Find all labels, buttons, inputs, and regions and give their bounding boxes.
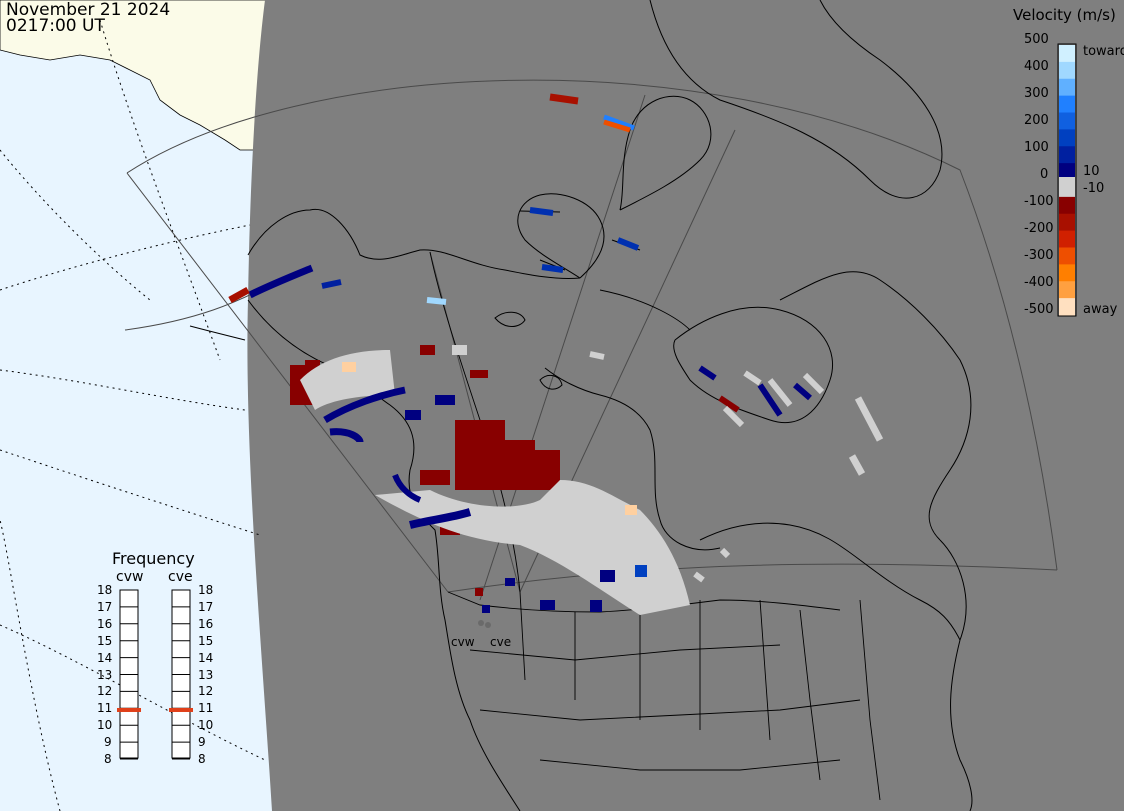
velocity-cells [228,93,884,615]
time-label: 0217:00 UT [6,16,105,36]
frequency-scale-label-left: 8 [104,752,112,766]
toward-label: toward [1083,44,1124,59]
frequency-scale-label-right: 16 [198,616,214,631]
cvw-freq-marker [117,707,141,712]
frequency-scale-label-right: 9 [198,735,206,750]
velocity-tick-label: -200 [1024,221,1054,236]
velocity-tick-label: -500 [1024,302,1054,317]
frequency-scale-label-left: 10 [97,718,113,733]
frequency-scale-label-right: 14 [198,650,214,665]
velocity-color-segment [1059,196,1075,215]
frequency-scale-label-left: 9 [104,735,112,750]
frequency-scale-label-right: 12 [198,684,214,699]
night-region [247,0,1124,811]
velocity-tick-label: -300 [1024,248,1054,263]
radar-site-marker [478,620,484,626]
frequency-scale-label-left: 13 [97,667,113,682]
velocity-color-bar [1057,43,1077,317]
velocity-color-segment [1059,230,1075,248]
velocity-tick-label: 0 [1040,167,1049,182]
velocity-color-segment [1059,163,1075,181]
frequency-scale-label-left: 11 [97,701,113,716]
velocity-tick-label: 500 [1024,32,1049,47]
velocity-color-segment [1059,129,1075,147]
frequency-scale-label-right: 17 [198,599,214,614]
velocity-color-segment [1059,112,1075,130]
cve-freq-marker [169,707,193,712]
velocity-tick-label: 10 [1083,164,1100,179]
velocity-tick-label: -10 [1083,181,1105,196]
cve-radar-name: cve [168,569,193,585]
frequency-scale-label-left: 14 [97,650,113,665]
grid-lines [0,19,266,811]
velocity-tick-label: -100 [1024,194,1054,209]
frequency-bars [117,589,193,760]
away-label: away [1083,302,1118,317]
frequency-scale-label-right: 15 [198,633,214,648]
velocity-tick-label: -400 [1024,275,1054,290]
frequency-scale-label-right: 8 [198,752,206,766]
frequency-scale-label-right: 13 [198,667,214,682]
zero-band [1059,177,1075,181]
velocity-color-segment [1059,264,1075,282]
frequency-scale-label-left: 15 [97,633,113,648]
frequency-scale-label-right: 18 [198,583,214,597]
velocity-legend-title: Velocity (m/s) [1013,6,1116,24]
frequency-scale-label-left: 12 [97,684,113,699]
velocity-tick-label: 300 [1024,86,1049,101]
date-label: November 21 2024 [6,0,171,20]
frequency-scale-label-left: 16 [97,616,113,631]
site-label-cvw: cvw [451,635,475,649]
frequency-scale-label-left: 18 [97,583,113,597]
radar-site-marker [485,622,491,628]
frequency-title: Frequency [112,549,195,568]
political-borders [429,251,881,801]
frequency-scale-label-right: 11 [198,701,214,716]
velocity-color-segment [1059,45,1075,63]
velocity-tick-label: 200 [1024,113,1049,128]
velocity-color-segment [1059,78,1075,97]
site-label-cve: cve [490,635,512,649]
velocity-color-segment [1059,298,1075,316]
velocity-color-segment [1059,95,1075,113]
cvw-radar-name: cvw [116,569,144,585]
coastlines [189,0,973,811]
velocity-color-segment [1059,247,1075,265]
velocity-tick-label: 100 [1024,140,1049,155]
frequency-scale-label-left: 17 [97,599,113,614]
velocity-color-segment [1059,61,1075,80]
velocity-color-segment [1059,180,1075,198]
velocity-tick-label: 400 [1024,59,1049,74]
velocity-color-segment [1059,146,1075,164]
velocity-color-segment [1059,281,1075,299]
frequency-scale-label-right: 10 [198,718,214,733]
velocity-color-segment [1059,213,1075,232]
